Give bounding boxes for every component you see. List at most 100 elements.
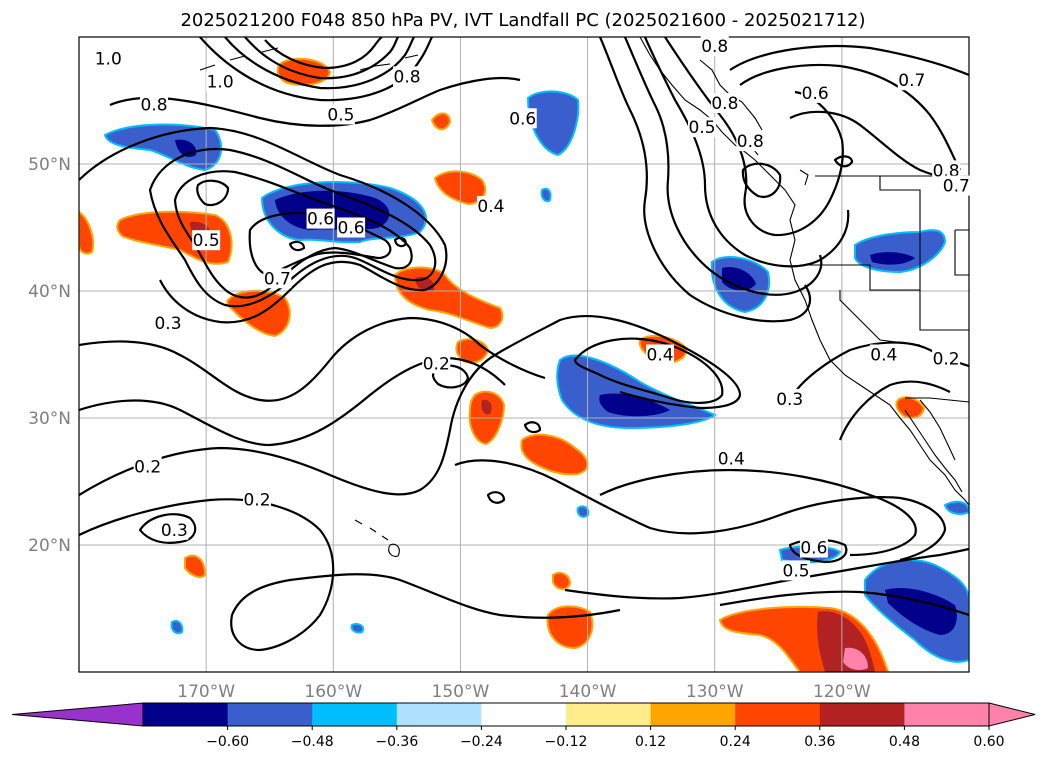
contour-label-halo xyxy=(801,82,830,103)
contour-label: 0.8 xyxy=(700,35,729,57)
colorbar-tick-label: 0.36 xyxy=(804,734,835,750)
contour-label-halo xyxy=(869,344,898,365)
contour-label: 0.6 xyxy=(306,208,335,230)
border-state xyxy=(919,290,969,331)
contour-label: 0.7 xyxy=(942,175,971,197)
pv-contour xyxy=(833,155,854,168)
contour-label-text: 0.8 xyxy=(701,37,728,57)
contour-label-halo xyxy=(508,108,537,129)
pv-contour xyxy=(196,179,230,207)
contour-label-halo xyxy=(263,268,292,289)
colorbar-tick-label: 0.24 xyxy=(720,734,751,750)
lon-tick-label: 130°W xyxy=(686,682,744,702)
colorbar-tick-label: 0.12 xyxy=(635,734,666,750)
pv-contour xyxy=(643,37,850,268)
contour-label-text: 0.3 xyxy=(161,521,188,541)
pv-contour xyxy=(173,170,413,299)
contour-label: 0.3 xyxy=(154,312,182,334)
contour-label-text: 0.6 xyxy=(338,219,365,239)
shade-navy xyxy=(722,266,756,291)
shade-red xyxy=(552,571,572,590)
shade-blue xyxy=(170,619,184,635)
shade-red xyxy=(79,210,94,255)
contour-label-text: 0.6 xyxy=(307,210,334,230)
contour-label-halo xyxy=(700,35,729,56)
map-content xyxy=(79,37,969,672)
contour-label-text: 0.8 xyxy=(394,67,421,87)
contour-label-text: 0.2 xyxy=(243,490,270,510)
pv-contours xyxy=(79,37,969,652)
shade-red xyxy=(276,57,332,86)
colorbar: −0.60 −0.48 −0.36 −0.24 −0.12 0.12 0.24 0.36 0.4… xyxy=(11,702,1036,750)
contour-label: 0.6 xyxy=(337,217,366,239)
colorbar-tick-label: −0.24 xyxy=(460,734,503,750)
contour-label-halo xyxy=(897,70,926,91)
lon-tick-label: 140°W xyxy=(559,682,617,702)
colorbar-extend-low xyxy=(11,702,144,727)
shade-blue xyxy=(540,187,552,203)
colorbar-swatch xyxy=(227,703,313,726)
lat-tick-label: 20°N xyxy=(28,536,71,556)
contour-label: 0.2 xyxy=(133,456,162,477)
contour-label: 0.6 xyxy=(799,537,828,559)
pv-contour xyxy=(109,76,521,127)
contour-label: 0.8 xyxy=(736,131,765,152)
colorbar-tick-label: −0.12 xyxy=(545,734,588,750)
contour-label-text: 0.8 xyxy=(737,132,764,152)
contour-label-text: 0.7 xyxy=(943,177,970,197)
contour-label-text: 0.7 xyxy=(898,71,925,91)
pv-contour xyxy=(598,37,812,323)
contour-label: 0.4 xyxy=(646,344,675,366)
contour-label-halo xyxy=(94,48,123,69)
contour-label-halo xyxy=(942,175,971,196)
map-frame xyxy=(78,36,970,673)
contour-label-text: 0.6 xyxy=(509,109,536,129)
shade-navy xyxy=(599,393,670,417)
map-title: 2025021200 F048 850 hPa PV, IVT Landfall… xyxy=(180,10,865,31)
colorbar-tick-label: −0.60 xyxy=(206,734,249,750)
contour-label-halo xyxy=(782,560,811,581)
contour-label-text: 0.2 xyxy=(933,349,960,369)
contour-label-halo xyxy=(476,195,505,216)
coastline-baja xyxy=(904,399,963,493)
contour-label-halo xyxy=(326,104,355,125)
pv-contour xyxy=(138,513,197,544)
shade-navy xyxy=(885,587,957,635)
shade-pink xyxy=(843,647,868,670)
pv-contour xyxy=(244,37,399,80)
contour-label: 0.2 xyxy=(243,489,271,510)
contour-label-text: 0.4 xyxy=(870,346,897,366)
pv-contour xyxy=(741,162,782,198)
map-background xyxy=(79,37,969,672)
contour-label-text: 0.4 xyxy=(718,450,745,470)
contour-label: 1.0 xyxy=(206,71,235,92)
pv-contour xyxy=(719,590,969,617)
contour-label-halo xyxy=(306,208,335,229)
colorbar-tick-label: −0.48 xyxy=(291,734,334,750)
shade-red xyxy=(430,112,452,131)
shade-red xyxy=(520,433,589,476)
contour-label: 0.8 xyxy=(710,93,739,114)
contour-label-text: 0.4 xyxy=(647,346,674,366)
contour-label-halo xyxy=(775,388,804,409)
lat-tick-label: 50°N xyxy=(28,155,71,175)
contour-label-text: 0.5 xyxy=(327,105,354,125)
colorbar-swatch xyxy=(904,703,990,726)
colorbar-swatch xyxy=(819,703,905,726)
pv-contour xyxy=(729,44,969,77)
pv-contour xyxy=(486,491,506,504)
colorbar-swatch xyxy=(735,703,821,726)
lon-tick-label: 170°W xyxy=(177,682,235,702)
contour-label-text: 0.6 xyxy=(802,84,829,104)
contour-label-text: 0.7 xyxy=(264,269,291,289)
colorbar-tick-label: 0.60 xyxy=(973,734,1004,750)
shade-blue xyxy=(576,505,590,518)
colorbar-swatch xyxy=(396,703,482,726)
contour-label-halo xyxy=(688,117,716,138)
contour-label: 1.0 xyxy=(94,48,123,70)
pv-contour xyxy=(224,37,415,90)
shade-blue xyxy=(103,123,223,172)
colorbar-swatch xyxy=(312,703,398,726)
contour-label-halo xyxy=(799,537,828,558)
coastlines xyxy=(199,37,969,557)
